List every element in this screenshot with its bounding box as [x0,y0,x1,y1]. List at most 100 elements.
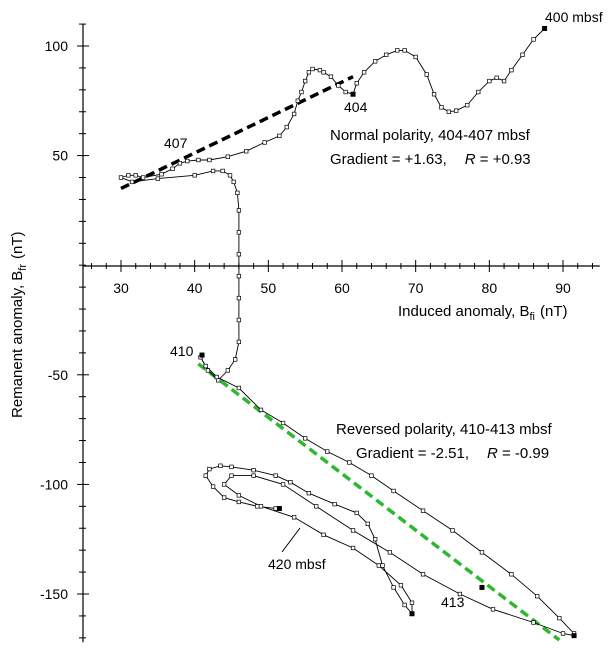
data-point [303,78,308,84]
data-point [391,488,396,494]
data-point [192,173,197,178]
data-point [332,501,337,507]
marked-point [542,25,548,31]
data-point [262,140,267,145]
data-point [350,528,356,533]
label-420-leader [281,527,301,553]
data-point [291,111,297,117]
marked-point [571,633,577,639]
x-tick-label: 40 [187,280,203,296]
data-point [487,78,492,84]
data-point [373,537,378,542]
data-point [413,54,418,60]
data-point [227,173,233,178]
data-point [255,504,260,509]
data-point [203,473,208,478]
y-tick-label: -150 [40,586,68,602]
data-point [235,190,240,196]
data-point [251,468,256,473]
data-point [236,295,242,301]
data-point [321,532,326,537]
data-point [347,460,352,465]
data-point [354,81,359,86]
data-point [509,572,514,577]
data-point [369,473,374,478]
data-point [531,37,536,42]
data-point [465,103,470,108]
marked-point [350,91,356,97]
data-point [214,374,219,380]
y-ticks: 100 50 -50 -100 -150 [40,23,89,639]
data-point [251,473,256,478]
data-point [420,572,426,577]
y-tick-label: -50 [48,367,68,383]
y-tick-label: -100 [40,476,68,492]
data-point [236,208,242,213]
normal-polarity-stats: Gradient = +1.63, R = +0.93 [330,151,531,168]
label-413: 413 [441,594,465,610]
x-tick-label: 80 [482,280,498,296]
data-point [210,168,216,174]
marked-point [276,506,282,512]
x-axis-title: Induced anomaly, Bfi (nT) [398,303,567,323]
data-point [229,464,234,470]
data-point [229,473,234,478]
data-point [221,482,227,487]
data-point [387,550,393,555]
data-point [277,133,282,139]
data-point [535,594,540,599]
data-point [354,510,359,516]
data-point [159,172,164,177]
data-point [303,436,308,441]
data-point [454,108,459,113]
data-point [207,157,212,163]
reversed-polarity-stats: Gradient = -2.51, R = -0.99 [356,445,549,462]
data-point [317,67,323,73]
data-point [373,59,378,64]
data-point [258,504,264,509]
data-point [203,363,208,369]
data-point [321,70,326,75]
data-point [225,154,230,159]
data-point [450,528,455,533]
series [118,26,577,638]
data-point [361,70,367,75]
data-point [236,317,242,323]
label-410: 410 [170,343,194,359]
data-point [236,274,242,279]
marked-point [199,352,205,358]
data-point [236,385,242,391]
data-point [280,482,286,487]
data-point [520,52,525,57]
reversed-polarity-title: Reversed polarity, 410-413 mbsf [336,421,552,438]
normal-polarity-title: Normal polarity, 404-407 mbsf [330,127,531,144]
data-point [494,75,499,80]
data-point [220,168,225,174]
data-point [314,504,319,509]
data-point [196,157,201,163]
data-point [170,166,175,171]
data-point [365,521,370,527]
data-point [501,78,507,84]
y-axis-title: Remanent anomaly, Bfr(nT) [9,231,29,418]
series-line [119,28,575,637]
data-point [343,89,348,95]
normal-polarity-fit-line [120,75,354,191]
x-tick-label: 50 [261,280,277,296]
data-point [118,175,124,180]
data-point [140,175,146,180]
data-point [439,105,444,110]
data-point [310,66,315,72]
data-point [295,98,300,103]
data-point [236,339,242,345]
data-point [207,466,212,472]
data-point [531,620,536,625]
data-point [420,508,426,513]
x-tick-label: 90 [555,280,571,296]
x-tick-label: 60 [334,280,350,296]
data-point [395,48,400,53]
y-tick-label: 100 [45,38,69,54]
data-point [376,563,381,568]
label-420-mbsf: 420 mbsf [268,556,326,572]
marked-point [479,584,485,590]
